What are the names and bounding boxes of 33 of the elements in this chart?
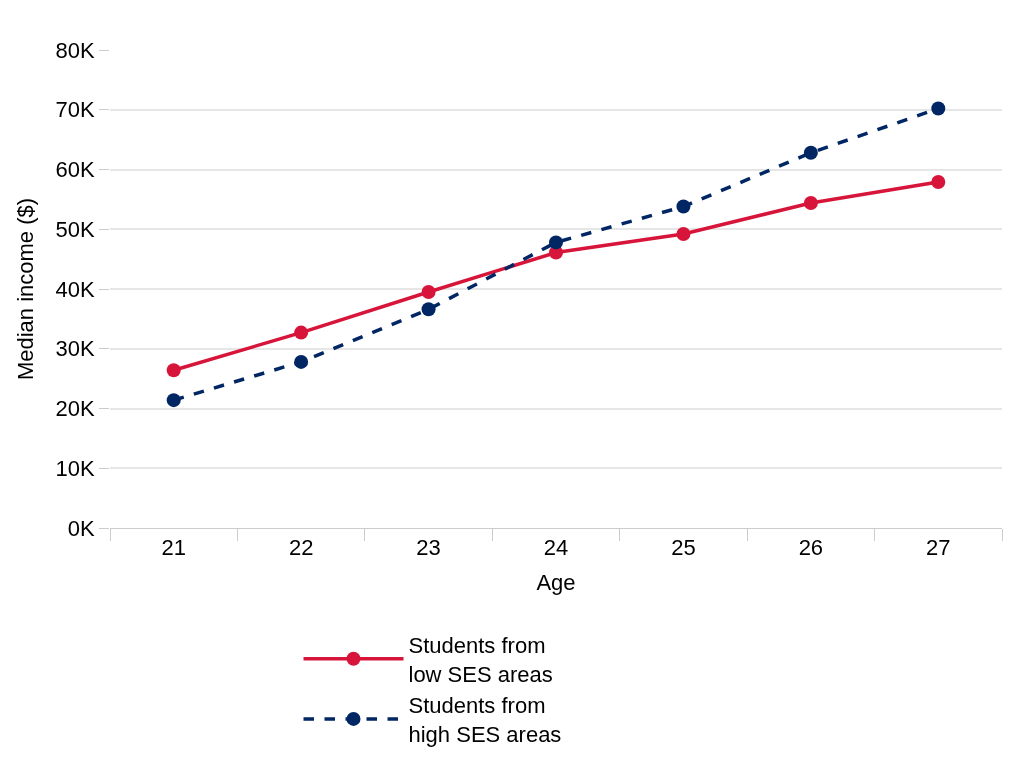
y-tick-label: 50K [55, 216, 95, 242]
x-tick-label: 22 [288, 535, 314, 561]
x-tick-label: 23 [416, 535, 441, 561]
legend-label: Students from high SES areas [408, 693, 562, 747]
point [803, 145, 818, 160]
point [421, 302, 436, 317]
y-tick-label: 10K [55, 455, 95, 481]
legend-label: Students from low SES areas [408, 632, 553, 687]
y-tick-label: 30K [55, 336, 95, 362]
point [676, 227, 691, 242]
point [166, 363, 181, 378]
point [803, 195, 818, 210]
point [931, 175, 946, 190]
point [676, 199, 691, 214]
y-tick-label: 0K [67, 515, 95, 541]
y-axis-title: Median income ($) [13, 197, 39, 381]
y-tick-label: 60K [55, 157, 95, 183]
x-tick-label: 25 [671, 535, 696, 561]
point [931, 101, 946, 116]
y-tick-label: 40K [55, 276, 95, 302]
x-tick-label: 26 [798, 535, 824, 561]
x-tick-label: 27 [926, 535, 951, 561]
point [421, 284, 436, 299]
y-tick-label: 70K [55, 97, 95, 123]
y-tick-label: 20K [55, 396, 95, 422]
point [549, 235, 563, 250]
point [166, 393, 181, 408]
x-axis-title: Age [536, 570, 576, 596]
point [294, 325, 309, 340]
x-tick-label: 21 [161, 535, 186, 561]
y-tick-label: 80K [55, 37, 95, 63]
point [294, 354, 309, 369]
x-tick-label: 24 [543, 535, 569, 561]
